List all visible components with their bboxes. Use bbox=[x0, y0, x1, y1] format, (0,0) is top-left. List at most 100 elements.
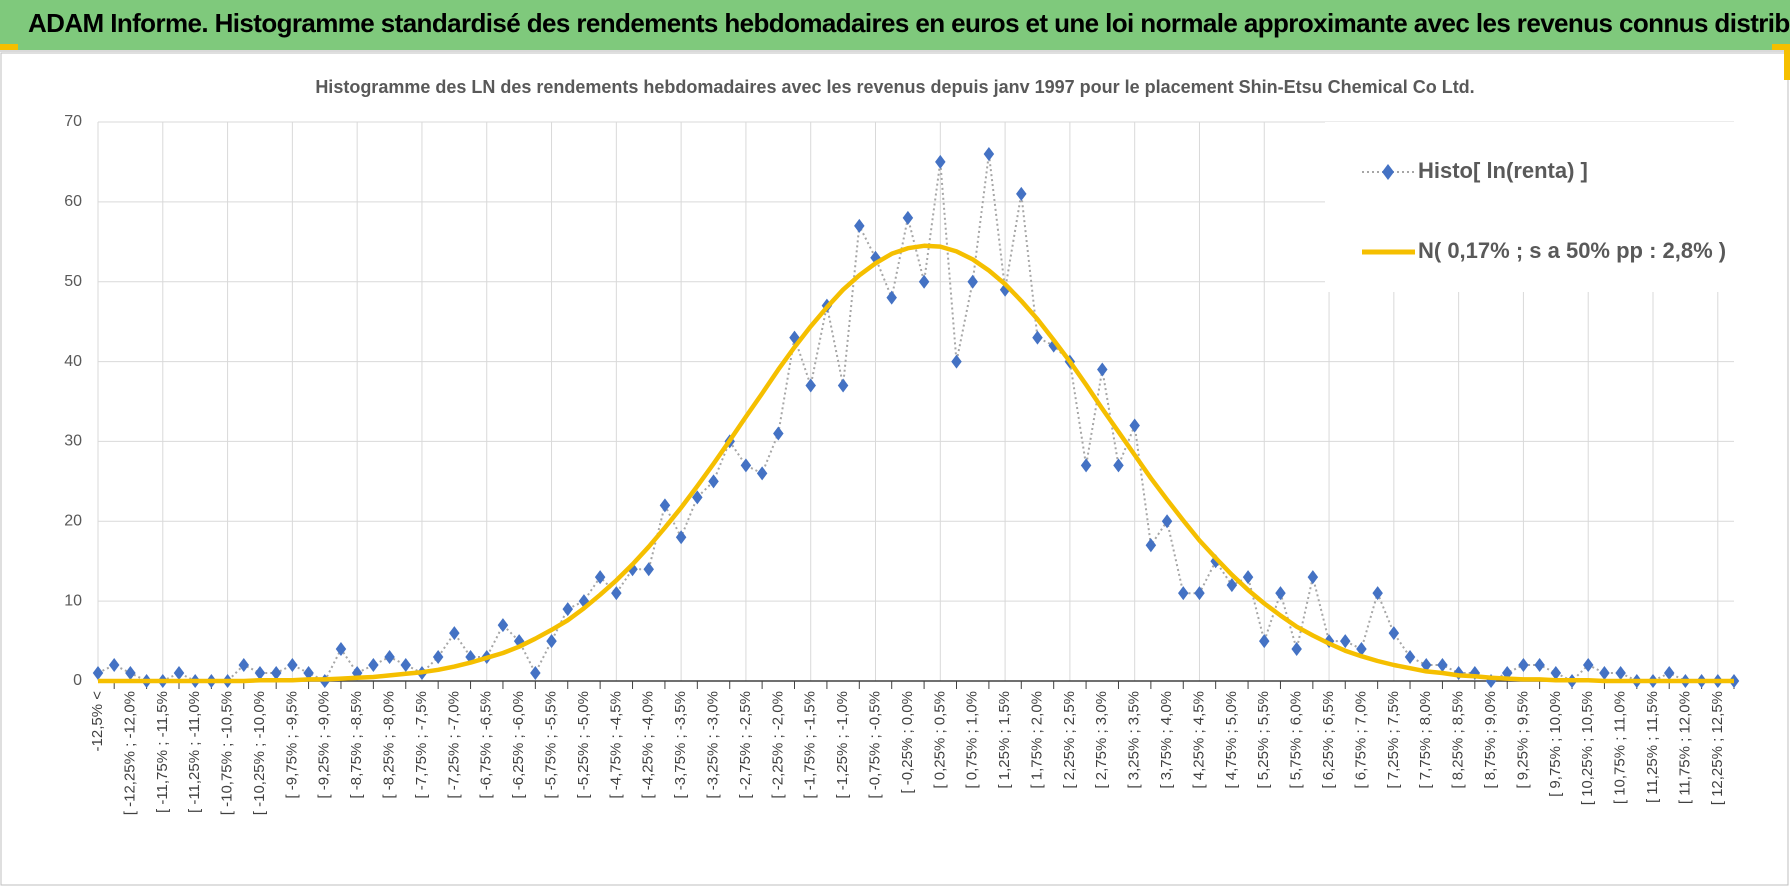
x-tick-label: [ 6,25% ; 6,5% bbox=[1320, 691, 1337, 789]
marker bbox=[1129, 418, 1140, 433]
marker bbox=[1550, 666, 1562, 681]
marker bbox=[449, 626, 460, 641]
series-line bbox=[98, 243, 1734, 684]
x-tick-label: [ 0,25% ; 0,5% bbox=[931, 691, 948, 789]
marker bbox=[1388, 626, 1400, 641]
corner bbox=[1772, 44, 1790, 50]
x-tick-label: -12,5% < bbox=[89, 691, 106, 752]
marker bbox=[238, 658, 250, 673]
marker bbox=[92, 666, 104, 681]
x-tick-label: [ 11,75% ; 12,0% bbox=[1676, 691, 1693, 804]
marker bbox=[854, 218, 865, 233]
x-tick-label: [ -2,75% ; -2,5% bbox=[737, 691, 754, 799]
marker bbox=[1080, 458, 1092, 473]
x-tick-label: [ -10,25% ; -10,0% bbox=[251, 691, 268, 815]
marker bbox=[805, 378, 816, 393]
marker bbox=[335, 642, 347, 657]
x-tick-label: [ 12,25% ; 12,5% bbox=[1709, 691, 1726, 805]
marker bbox=[951, 354, 962, 369]
marker bbox=[1356, 642, 1367, 657]
chart-border bbox=[0, 52, 1789, 886]
marker bbox=[643, 562, 654, 577]
legend-swatch bbox=[1382, 164, 1394, 180]
series-line bbox=[97, 153, 1734, 683]
x-tick-label: [ 8,75% ; 9,0% bbox=[1482, 691, 1499, 789]
x-tick-label: [ -3,75% ; -3,5% bbox=[672, 691, 689, 799]
marker bbox=[983, 146, 995, 161]
marker bbox=[1518, 658, 1529, 673]
x-tick-label: [ 9,75% ; 10,0% bbox=[1547, 691, 1564, 797]
marker bbox=[594, 570, 606, 585]
x-tick-label: [ -1,75% ; -1,5% bbox=[802, 691, 819, 799]
marker bbox=[1226, 578, 1238, 593]
legend-label: Histo[ ln(renta) ] bbox=[1418, 158, 1588, 183]
x-tick-label: [ 5,25% ; 5,5% bbox=[1255, 691, 1272, 789]
marker bbox=[384, 650, 395, 665]
x-tick-label: [ -7,75% ; -7,5% bbox=[413, 691, 430, 799]
marker bbox=[692, 490, 703, 505]
marker bbox=[967, 274, 978, 289]
x-tick-label: [ 7,25% ; 7,5% bbox=[1385, 691, 1402, 789]
marker bbox=[1437, 658, 1448, 673]
marker bbox=[611, 586, 622, 601]
x-tick-label: [ -11,75% ; -11,5% bbox=[154, 691, 171, 813]
marker bbox=[1097, 362, 1108, 377]
marker bbox=[287, 658, 298, 673]
x-tick-label: [ 1,25% ; 1,5% bbox=[996, 691, 1013, 789]
marker bbox=[254, 666, 266, 681]
x-tick-label: [ 4,75% ; 5,0% bbox=[1223, 691, 1240, 789]
x-tick-label: [ 9,25% ; 9,5% bbox=[1514, 691, 1531, 789]
x-tick-label: [ 1,75% ; 2,0% bbox=[1028, 691, 1045, 789]
marker bbox=[1113, 458, 1124, 473]
marker bbox=[1404, 650, 1416, 665]
marker bbox=[918, 274, 930, 289]
x-tick-label: [ -5,75% ; -5,5% bbox=[543, 691, 560, 799]
x-tick-label: [ -10,75% ; -10,5% bbox=[219, 691, 236, 815]
x-tick-label: [ -7,25% ; -7,0% bbox=[445, 691, 462, 799]
marker bbox=[1663, 666, 1675, 681]
header-bar: ADAM Informe. Histogramme standardisé de… bbox=[0, 0, 1790, 52]
x-tick-label: [ 8,25% ; 8,5% bbox=[1450, 691, 1467, 789]
marker bbox=[368, 658, 379, 673]
x-tick-label: [ 2,75% ; 3,0% bbox=[1093, 691, 1110, 789]
marker bbox=[1599, 666, 1610, 681]
marker bbox=[1372, 586, 1383, 601]
x-tick-label: [ -5,25% ; -5,0% bbox=[575, 691, 592, 799]
y-tick-label: 60 bbox=[64, 193, 82, 210]
legend-box bbox=[1325, 122, 1735, 292]
legend-label: N( 0,17% ; s a 50% pp : 2,8% ) bbox=[1418, 238, 1726, 263]
marker bbox=[1534, 658, 1545, 673]
x-tick-label: [ 6,75% ; 7,0% bbox=[1352, 691, 1369, 789]
x-tick-label: [ -1,25% ; -1,0% bbox=[834, 691, 851, 799]
marker bbox=[1242, 570, 1254, 585]
marker bbox=[1339, 634, 1351, 649]
x-tick-label: [ -3,25% ; -3,0% bbox=[704, 691, 721, 799]
marker bbox=[1615, 666, 1626, 681]
marker bbox=[497, 618, 509, 633]
x-tick-label: [ -12,25% ; -12,0% bbox=[121, 691, 138, 815]
x-tick-label: [ -8,25% ; -8,0% bbox=[381, 691, 398, 799]
x-tick-label: [ -0,25% ; 0,0% bbox=[899, 691, 916, 794]
marker bbox=[773, 426, 784, 441]
marker bbox=[1032, 330, 1043, 345]
x-tick-label: [ 3,25% ; 3,5% bbox=[1126, 691, 1143, 789]
chart-title: Histogramme des LN des rendements hebdom… bbox=[315, 77, 1474, 97]
y-tick-label: 70 bbox=[64, 113, 82, 130]
y-tick-label: 20 bbox=[64, 513, 82, 530]
x-tick-label: [ 2,25% ; 2,5% bbox=[1061, 691, 1078, 789]
marker bbox=[1259, 634, 1270, 649]
marker bbox=[432, 650, 444, 665]
marker bbox=[1178, 586, 1189, 601]
marker bbox=[1582, 658, 1594, 673]
x-tick-label: [ 0,75% ; 1,0% bbox=[964, 691, 981, 789]
x-tick-label: [ -9,75% ; -9,5% bbox=[283, 691, 300, 799]
y-tick-label: 30 bbox=[64, 433, 82, 450]
header-title: ADAM Informe. Histogramme standardisé de… bbox=[28, 8, 1790, 38]
marker bbox=[659, 498, 671, 513]
marker bbox=[303, 666, 314, 681]
y-tick-label: 10 bbox=[64, 592, 82, 609]
x-tick-label: [ 4,25% ; 4,5% bbox=[1190, 691, 1207, 789]
marker bbox=[1145, 538, 1157, 553]
